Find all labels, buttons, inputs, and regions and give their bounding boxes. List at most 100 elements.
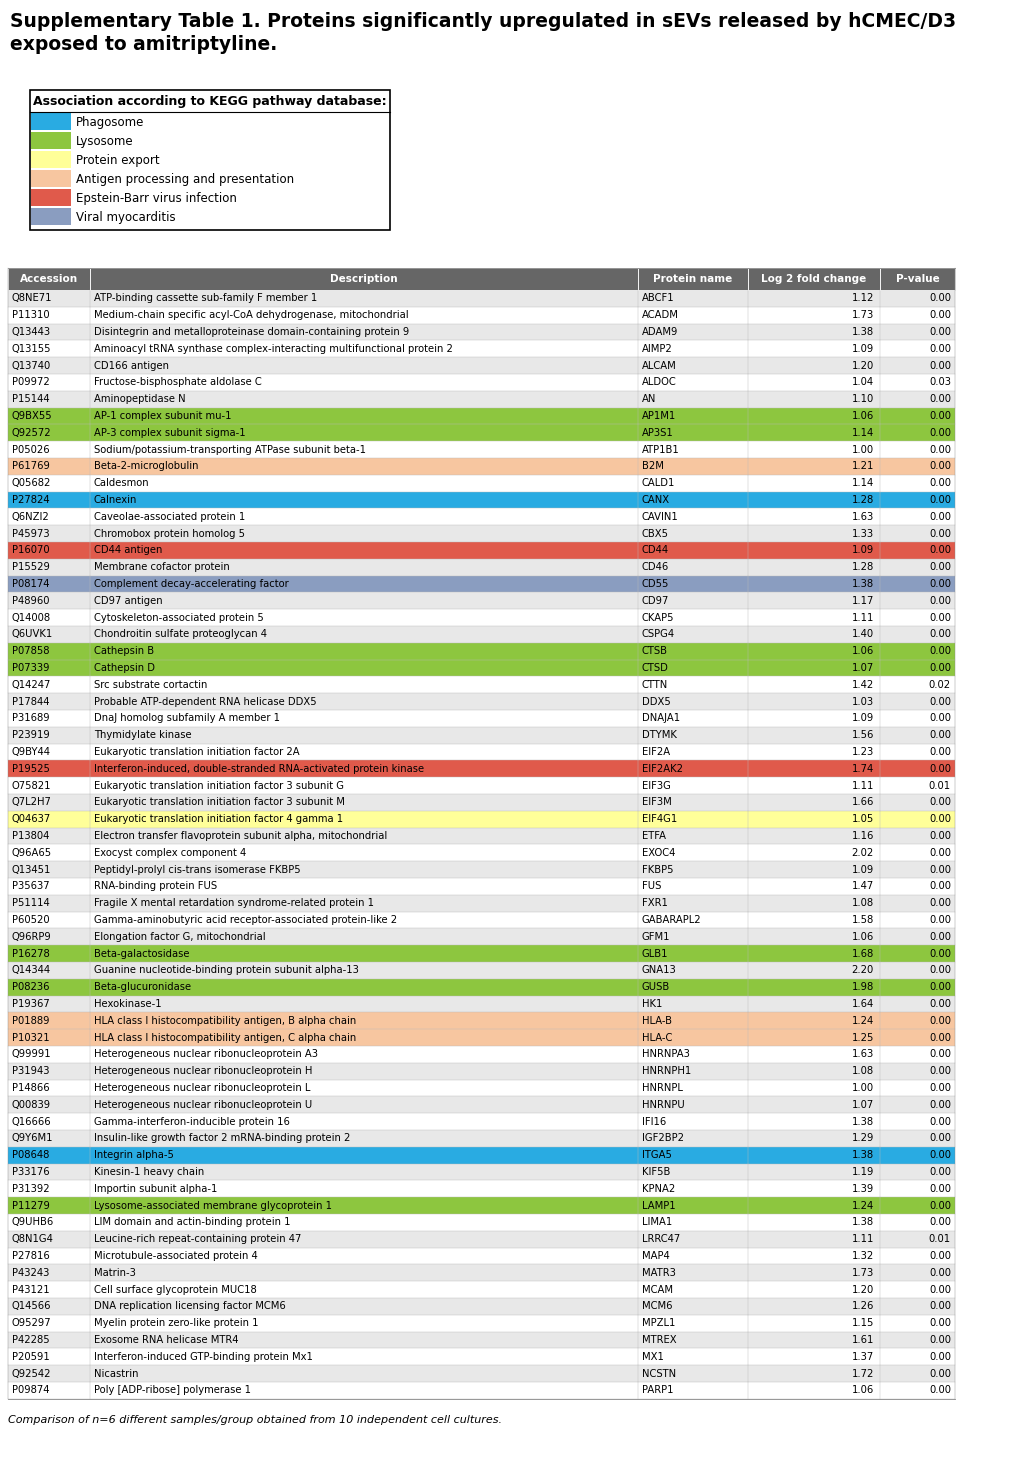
Text: CD166 antigen: CD166 antigen (94, 361, 169, 371)
Text: Heterogeneous nuclear ribonucleoprotein A3: Heterogeneous nuclear ribonucleoprotein … (94, 1049, 318, 1059)
Text: Chromobox protein homolog 5: Chromobox protein homolog 5 (94, 529, 245, 539)
Text: 0.00: 0.00 (928, 461, 950, 471)
Text: 0.00: 0.00 (928, 1066, 950, 1077)
Text: 1.28: 1.28 (851, 563, 873, 572)
Text: 0.00: 0.00 (928, 797, 950, 807)
Text: Sodium/potassium-transporting ATPase subunit beta-1: Sodium/potassium-transporting ATPase sub… (94, 445, 366, 455)
Text: 0.00: 0.00 (928, 563, 950, 572)
Text: Integrin alpha-5: Integrin alpha-5 (94, 1150, 173, 1161)
Text: 0.00: 0.00 (928, 629, 950, 639)
Text: P08236: P08236 (12, 982, 50, 993)
Text: 1.06: 1.06 (851, 932, 873, 941)
Text: P08648: P08648 (12, 1150, 49, 1161)
Text: Q14247: Q14247 (12, 681, 51, 689)
Text: EIF3G: EIF3G (641, 781, 671, 791)
Bar (90, 268, 637, 290)
Text: MCM6: MCM6 (641, 1302, 672, 1311)
Text: 0.00: 0.00 (928, 663, 950, 673)
Text: CD55: CD55 (641, 579, 668, 589)
Bar (8, 356, 954, 374)
Text: MCAM: MCAM (641, 1284, 673, 1295)
Text: Q96RP9: Q96RP9 (12, 932, 52, 941)
Text: 1.38: 1.38 (851, 1150, 873, 1161)
Text: Q13740: Q13740 (12, 361, 51, 371)
Text: 0.00: 0.00 (928, 1386, 950, 1395)
Bar (8, 1315, 954, 1332)
Text: HNRNPA3: HNRNPA3 (641, 1049, 689, 1059)
Text: Complement decay-accelerating factor: Complement decay-accelerating factor (94, 579, 288, 589)
Text: 0.00: 0.00 (928, 327, 950, 337)
Text: 1.07: 1.07 (851, 1100, 873, 1109)
Text: KPNA2: KPNA2 (641, 1184, 675, 1193)
Text: P31689: P31689 (12, 713, 50, 723)
Text: 0.00: 0.00 (928, 1318, 950, 1329)
Text: EXOC4: EXOC4 (641, 848, 675, 857)
Text: Q92542: Q92542 (12, 1368, 51, 1379)
Text: P09972: P09972 (12, 377, 50, 387)
Text: 1.38: 1.38 (851, 327, 873, 337)
Text: Fructose-bisphosphate aldolase C: Fructose-bisphosphate aldolase C (94, 377, 262, 387)
Text: LRRC47: LRRC47 (641, 1234, 680, 1245)
Text: Q9UHB6: Q9UHB6 (12, 1217, 54, 1227)
Text: CKAP5: CKAP5 (641, 613, 674, 623)
Bar (8, 878, 954, 894)
Text: O75821: O75821 (12, 781, 51, 791)
Text: LIM domain and actin-binding protein 1: LIM domain and actin-binding protein 1 (94, 1217, 290, 1227)
Text: LIMA1: LIMA1 (641, 1217, 672, 1227)
Text: 1.38: 1.38 (851, 579, 873, 589)
Text: 0.00: 0.00 (928, 545, 950, 555)
Text: Exocyst complex component 4: Exocyst complex component 4 (94, 848, 246, 857)
Text: 0.00: 0.00 (928, 1335, 950, 1345)
Text: 1.06: 1.06 (851, 647, 873, 655)
Text: FUS: FUS (641, 881, 660, 891)
Text: Cytoskeleton-associated protein 5: Cytoskeleton-associated protein 5 (94, 613, 264, 623)
Text: Q92572: Q92572 (12, 427, 52, 437)
Text: 0.00: 0.00 (928, 982, 950, 993)
Text: Q14344: Q14344 (12, 965, 51, 975)
Text: 0.00: 0.00 (928, 579, 950, 589)
Text: HLA-B: HLA-B (641, 1016, 672, 1025)
Text: Q05682: Q05682 (12, 479, 51, 488)
Text: 0.00: 0.00 (928, 764, 950, 773)
Text: 0.02: 0.02 (928, 681, 950, 689)
Bar (31, 208, 71, 225)
Bar (637, 268, 747, 290)
Text: CTSD: CTSD (641, 663, 668, 673)
Bar (8, 408, 954, 424)
Text: 1.03: 1.03 (851, 697, 873, 707)
Bar (8, 1382, 954, 1399)
Text: P15529: P15529 (12, 563, 50, 572)
Bar (8, 912, 954, 928)
Text: HNRNPU: HNRNPU (641, 1100, 684, 1109)
Bar (8, 340, 954, 356)
Bar (8, 928, 954, 946)
Text: Q9Y6M1: Q9Y6M1 (12, 1133, 53, 1143)
Text: MATR3: MATR3 (641, 1268, 676, 1277)
Text: 0.00: 0.00 (928, 865, 950, 875)
Bar (8, 492, 954, 508)
Text: 1.63: 1.63 (851, 511, 873, 521)
Text: HK1: HK1 (641, 999, 661, 1009)
Text: 1.39: 1.39 (851, 1184, 873, 1193)
Text: Elongation factor G, mitochondrial: Elongation factor G, mitochondrial (94, 932, 265, 941)
Bar (8, 946, 954, 962)
Text: GFM1: GFM1 (641, 932, 669, 941)
Text: 0.00: 0.00 (928, 395, 950, 404)
Text: P31943: P31943 (12, 1066, 50, 1077)
Text: 1.73: 1.73 (851, 1268, 873, 1277)
Text: IGF2BP2: IGF2BP2 (641, 1133, 684, 1143)
Bar (8, 1282, 954, 1298)
Bar (8, 1114, 954, 1130)
Text: 0.01: 0.01 (928, 781, 950, 791)
Text: DnaJ homolog subfamily A member 1: DnaJ homolog subfamily A member 1 (94, 713, 280, 723)
Bar (8, 862, 954, 878)
Text: CALD1: CALD1 (641, 479, 675, 488)
Text: CD97 antigen: CD97 antigen (94, 595, 162, 605)
Text: Q16666: Q16666 (12, 1117, 52, 1127)
Text: GUSB: GUSB (641, 982, 669, 993)
Text: LAMP1: LAMP1 (641, 1200, 675, 1211)
Text: NCSTN: NCSTN (641, 1368, 676, 1379)
Text: 0.00: 0.00 (928, 815, 950, 825)
Text: Q96A65: Q96A65 (12, 848, 52, 857)
Bar (8, 642, 954, 660)
